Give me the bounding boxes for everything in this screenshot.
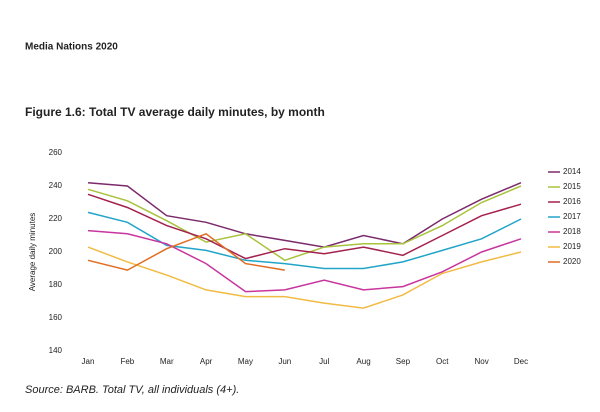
x-tick-label: Mar: [160, 357, 174, 366]
legend-label: 2016: [563, 197, 581, 206]
header: Media Nations 2020: [25, 42, 118, 53]
y-tick-label: 260: [49, 148, 63, 157]
y-tick-label: 200: [49, 247, 63, 256]
legend-label: 2018: [563, 227, 581, 236]
y-tick-label: 180: [49, 280, 63, 289]
x-tick-label: Nov: [475, 357, 489, 366]
x-tick-label: Sep: [396, 357, 411, 366]
series-line: [87, 181, 522, 248]
legend-label: 2017: [563, 212, 581, 221]
x-tick-label: Feb: [120, 357, 134, 366]
legend-label: 2020: [563, 257, 581, 266]
x-tick-label: Jun: [278, 357, 291, 366]
y-axis-label: Average daily minutes: [28, 213, 37, 292]
series-line: [87, 193, 522, 260]
x-tick-label: Dec: [514, 357, 528, 366]
y-tick-label: 160: [49, 313, 63, 322]
y-tick-label: 140: [49, 346, 63, 355]
series-line: [87, 232, 285, 271]
series-line: [87, 246, 522, 309]
legend-label: 2019: [563, 242, 581, 251]
y-tick-label: 220: [49, 214, 63, 223]
series-line: [87, 185, 522, 262]
legend-label: 2014: [563, 167, 581, 176]
chart-title: Figure 1.6: Total TV average daily minut…: [25, 105, 325, 119]
x-tick-label: May: [238, 357, 253, 366]
y-tick-label: 240: [49, 181, 63, 190]
legend-label: 2015: [563, 182, 581, 191]
x-tick-label: Jul: [319, 357, 329, 366]
x-tick-label: Apr: [200, 357, 213, 366]
source: Source: BARB. Total TV, all individuals …: [25, 384, 239, 396]
series-line: [87, 229, 522, 293]
x-tick-label: Jan: [82, 357, 95, 366]
x-tick-label: Aug: [356, 357, 370, 366]
x-tick-label: Oct: [436, 357, 449, 366]
